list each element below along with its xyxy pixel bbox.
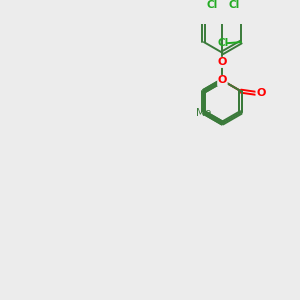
Text: Cl: Cl xyxy=(229,0,240,10)
Text: O: O xyxy=(218,76,227,85)
Text: Cl: Cl xyxy=(217,38,228,48)
Text: Cl: Cl xyxy=(206,1,218,10)
Text: O: O xyxy=(256,88,266,98)
Text: Me: Me xyxy=(196,108,212,118)
Text: O: O xyxy=(218,57,227,68)
